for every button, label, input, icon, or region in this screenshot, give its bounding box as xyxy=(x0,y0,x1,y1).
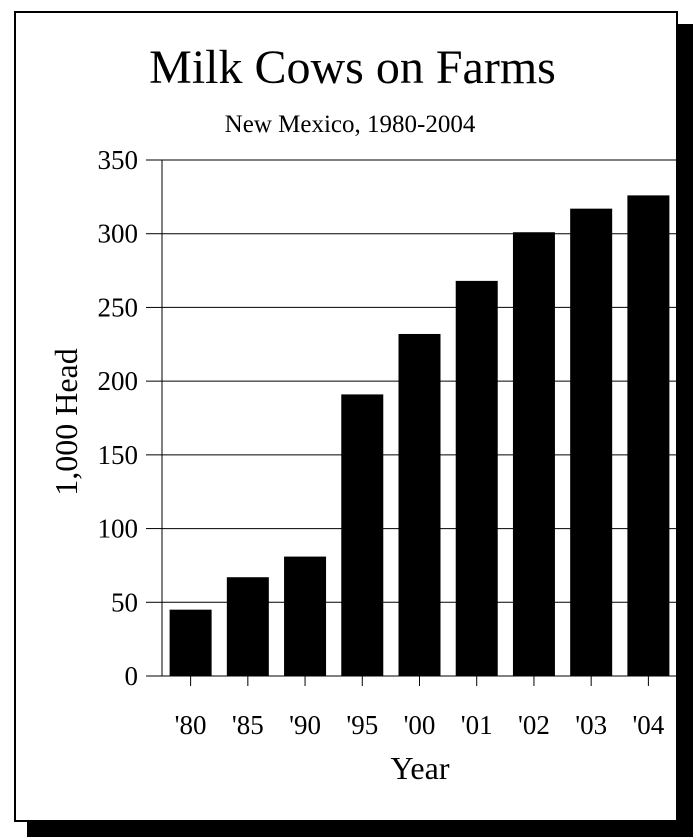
bar xyxy=(512,232,555,677)
y-tick-label: 0 xyxy=(125,661,139,691)
x-tick-label: '95 xyxy=(346,710,378,740)
y-tick-label: 250 xyxy=(98,292,139,322)
bar xyxy=(570,208,613,676)
x-tick-label: '01 xyxy=(461,710,493,740)
y-tick-label: 300 xyxy=(98,219,139,249)
x-tick-label: '03 xyxy=(575,710,607,740)
y-tick-label: 350 xyxy=(98,145,139,175)
x-tick-label: '80 xyxy=(175,710,207,740)
bar xyxy=(341,394,384,676)
x-tick-label: '04 xyxy=(632,710,664,740)
x-tick-label: '90 xyxy=(289,710,321,740)
x-tick-label: '02 xyxy=(518,710,550,740)
x-tick-label: '85 xyxy=(232,710,264,740)
bar xyxy=(284,556,327,676)
chart-title: Milk Cows on Farms xyxy=(149,41,556,94)
bar xyxy=(398,333,441,676)
y-tick-label: 200 xyxy=(98,366,139,396)
axes xyxy=(146,159,677,686)
x-tick-labels: '80 '85 '90 '95 '00 '01 '02 '03 '04 xyxy=(175,710,665,740)
x-axis-label: Year xyxy=(391,750,450,786)
bar xyxy=(627,195,670,676)
bar xyxy=(169,609,212,676)
bars xyxy=(169,195,670,677)
y-axis-label: 1,000 Head xyxy=(48,348,84,496)
x-tick-label: '00 xyxy=(404,710,436,740)
y-tick-label: 50 xyxy=(111,587,138,617)
y-tick-label: 150 xyxy=(98,440,139,470)
bar xyxy=(455,280,498,676)
y-tick-label: 100 xyxy=(98,514,139,544)
bar xyxy=(226,577,269,676)
chart-subtitle: New Mexico, 1980-2004 xyxy=(224,111,476,138)
y-tick-labels: 0 50 100 150 200 250 300 350 xyxy=(98,145,139,691)
